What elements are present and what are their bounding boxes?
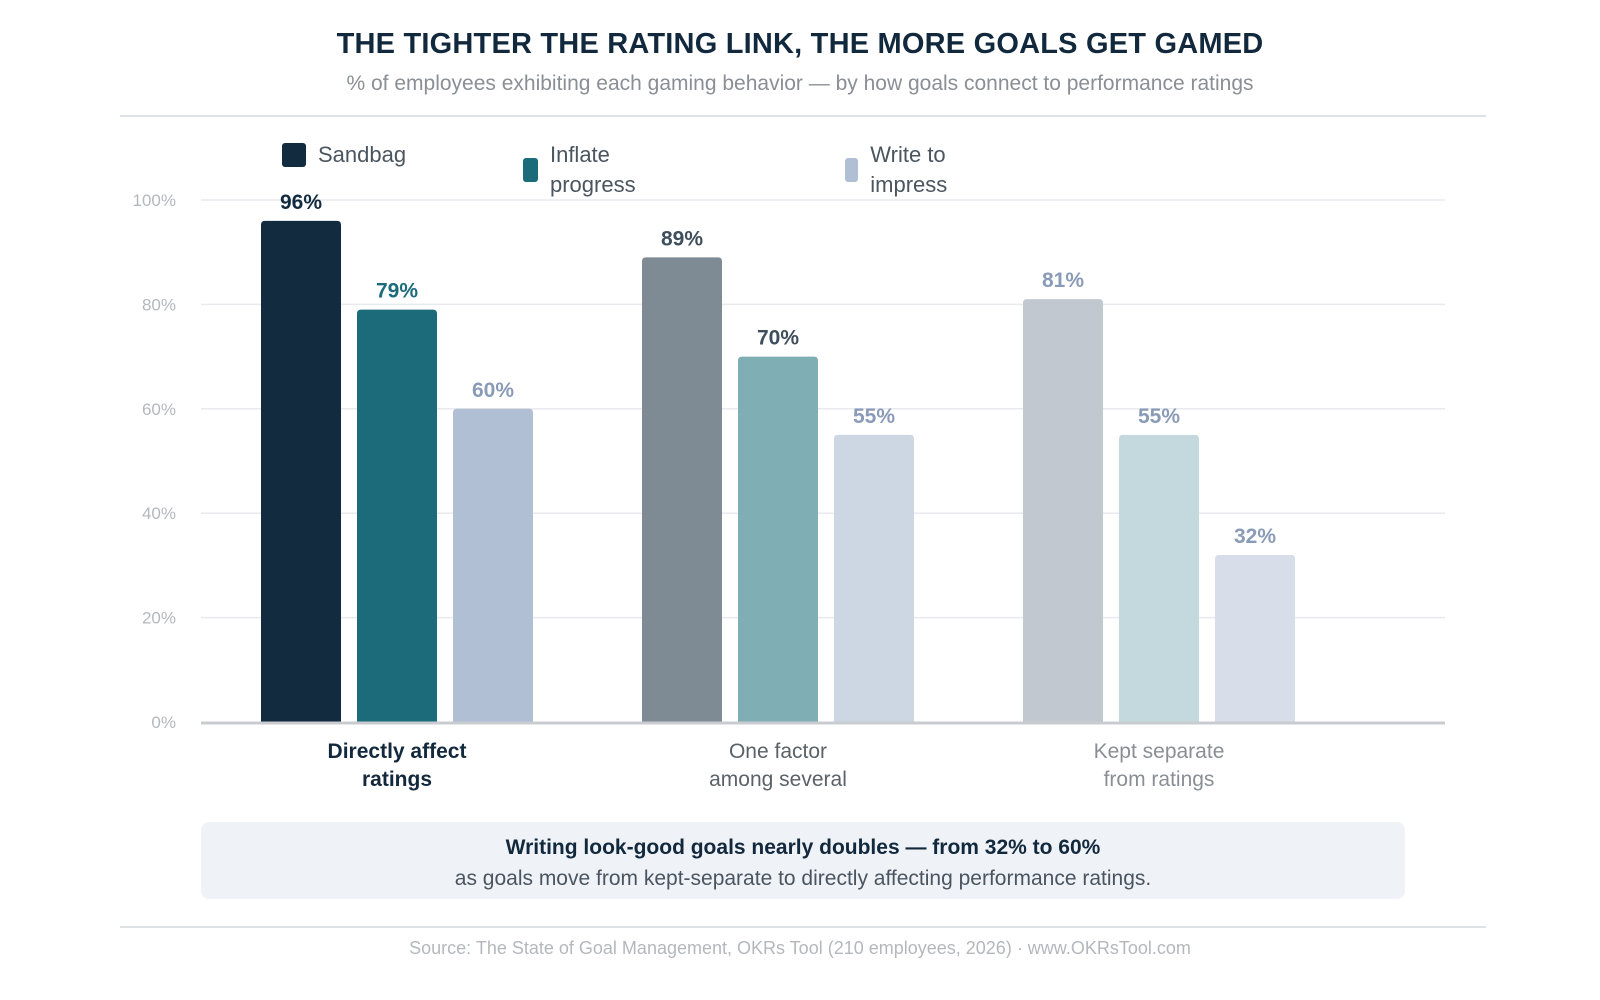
value-label-inflate-progress-group-2: 70%	[757, 327, 799, 350]
bar-inflate-progress-group-1	[357, 309, 437, 722]
value-label-sandbag-group-1: 96%	[280, 191, 322, 214]
chart-subtitle: % of employees exhibiting each gaming be…	[346, 72, 1254, 95]
category-label-1-line-1: Directly affect	[328, 740, 467, 763]
value-label-sandbag-group-2: 89%	[661, 227, 703, 250]
legend-label-sandbag: Sandbag	[318, 142, 407, 167]
value-label-write-to-impress-group-3: 32%	[1234, 525, 1276, 548]
y-tick-label-60: 60%	[142, 400, 176, 419]
callout-box: Writing look-good goals nearly doubles —…	[201, 822, 1405, 899]
bar-sandbag-group-3	[1023, 299, 1103, 722]
bar-inflate-progress-group-2	[738, 356, 818, 722]
value-label-inflate-progress-group-3: 55%	[1138, 405, 1180, 428]
bar-write-to-impress-group-2	[834, 434, 914, 722]
bar-inflate-progress-group-3	[1119, 434, 1199, 722]
callout-headline: Writing look-good goals nearly doubles —…	[505, 836, 1101, 859]
callout-body: as goals move from kept-separate to dire…	[454, 867, 1152, 890]
bar-write-to-impress-group-3	[1215, 554, 1295, 722]
legend-item-write-to-impress: Write to impress	[845, 140, 958, 200]
legend-swatch-sandbag	[282, 143, 306, 167]
y-tick-label-0: 0%	[151, 713, 176, 732]
legend-item-sandbag: Sandbag	[282, 140, 406, 170]
category-label-2-line-2: among several	[709, 768, 847, 791]
y-tick-label-100: 100%	[133, 191, 176, 210]
value-label-inflate-progress-group-1: 79%	[376, 280, 418, 303]
category-label-1-line-2: ratings	[362, 768, 432, 791]
y-tick-label-20: 20%	[142, 609, 176, 628]
value-label-sandbag-group-3: 81%	[1042, 269, 1084, 292]
legend-swatch-write-to-impress	[845, 158, 859, 182]
legend-label-inflate-progress: Inflate progress	[549, 142, 636, 197]
legend-label-write-to-impress: Write to impress	[870, 142, 948, 197]
legend-swatch-inflate-progress	[523, 158, 538, 182]
bar-sandbag-group-1	[261, 220, 341, 722]
bar-chart-plot: 0% 20% 40% 60% 80% 100% 96% 89% 81% 79% 70% 55% 60% 5…	[133, 191, 1445, 791]
value-label-write-to-impress-group-2: 55%	[853, 405, 895, 428]
legend-item-inflate-progress: Inflate progress	[523, 140, 645, 200]
y-tick-label-40: 40%	[142, 504, 176, 523]
chart-title: THE TIGHTER THE RATING LINK, THE MORE GO…	[336, 28, 1264, 60]
category-label-3-line-2: from ratings	[1104, 768, 1215, 791]
category-label-2-line-1: One factor	[729, 740, 827, 763]
bar-sandbag-group-2	[642, 257, 722, 722]
top-divider	[120, 115, 1486, 117]
bar-write-to-impress-group-1	[453, 408, 533, 722]
bottom-divider	[120, 926, 1486, 928]
source-note: Source: The State of Goal Management, OK…	[409, 938, 1191, 958]
category-label-3-line-1: Kept separate	[1094, 740, 1225, 763]
y-tick-label-80: 80%	[142, 295, 176, 314]
value-label-write-to-impress-group-1: 60%	[472, 379, 514, 402]
